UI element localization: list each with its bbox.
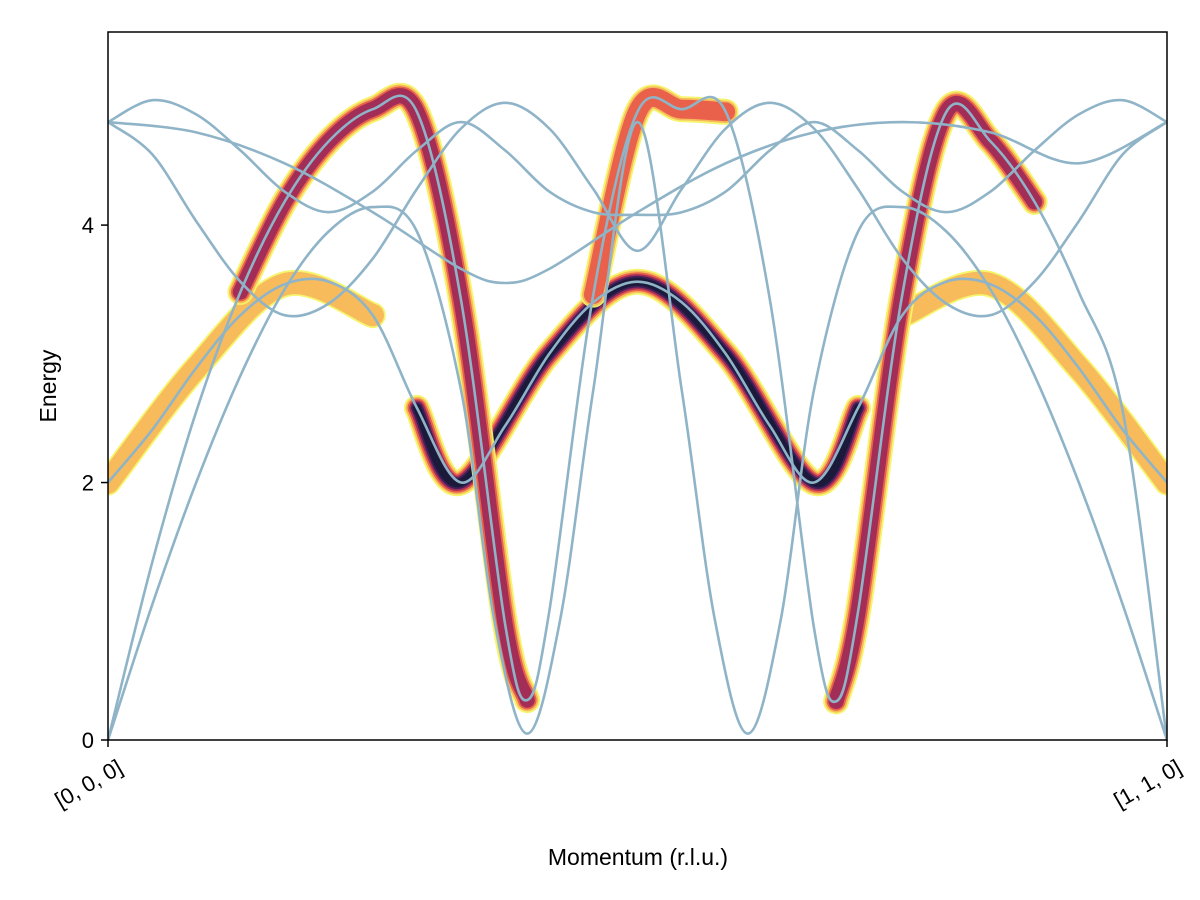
plot-frame bbox=[107, 31, 1168, 741]
dispersion-line-6 bbox=[108, 120, 1167, 285]
dispersion-lines bbox=[108, 94, 1167, 740]
intensity-band-3-level-2 bbox=[891, 271, 1167, 494]
dispersion-line-3 bbox=[108, 277, 1167, 484]
dispersion-line-5 bbox=[108, 98, 1167, 217]
dispersion-line-4 bbox=[108, 101, 1167, 318]
y-tick-label-2: 2 bbox=[82, 471, 94, 496]
intensity-band-1-level-2 bbox=[108, 271, 384, 494]
x-axis-label: Momentum (r.l.u.) bbox=[548, 844, 728, 870]
dispersion-line-1 bbox=[108, 94, 1167, 740]
y-axis-label: Energy bbox=[35, 349, 61, 422]
y-tick-label-3: 4 bbox=[82, 213, 94, 238]
y-axis-ticks: 0 2 4 bbox=[82, 213, 108, 753]
y-tick-label-1: 0 bbox=[82, 728, 94, 753]
intensity-band-3 bbox=[889, 269, 1167, 496]
intensity-band-1 bbox=[108, 269, 386, 496]
dispersion-line-2 bbox=[108, 120, 1167, 740]
